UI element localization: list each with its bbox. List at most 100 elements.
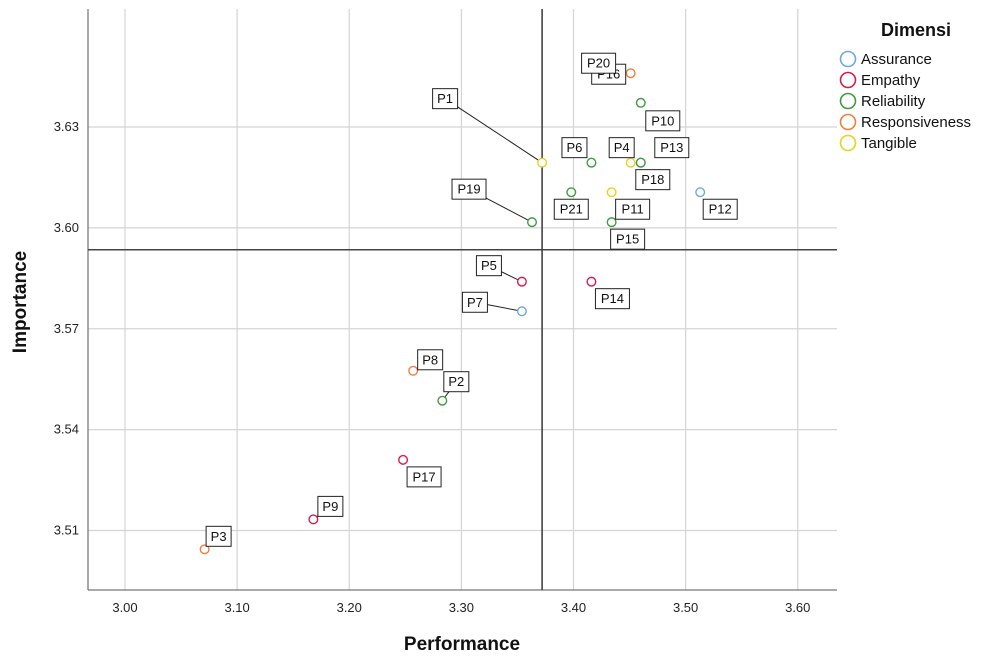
point-label: P11 xyxy=(615,198,651,220)
point-label: P12 xyxy=(702,198,738,220)
x-axis-title: Performance xyxy=(404,634,520,655)
point-label: P1 xyxy=(432,88,459,110)
point-label: P6 xyxy=(561,137,588,159)
label-leader-line xyxy=(485,197,533,223)
point-label-box xyxy=(451,178,487,200)
point-label-box xyxy=(635,169,671,191)
plot-frame xyxy=(87,9,837,591)
y-tick-label: 3.60 xyxy=(54,220,79,235)
point-label-text: P2 xyxy=(448,374,464,389)
point-label-box xyxy=(432,88,459,110)
data-point xyxy=(566,187,577,198)
point-label-text: P12 xyxy=(709,202,732,217)
point-label: P9 xyxy=(317,495,344,517)
y-axis-title: Importance xyxy=(10,251,31,353)
point-label: P13 xyxy=(654,137,690,159)
legend-label: Empathy xyxy=(861,72,921,89)
point-label-text: P21 xyxy=(560,202,583,217)
data-points xyxy=(199,68,706,555)
point-label-box xyxy=(581,52,617,74)
data-point xyxy=(625,157,636,168)
point-label-box xyxy=(475,255,502,277)
point-label: P18 xyxy=(635,169,671,191)
legend-item: Responsiveness xyxy=(839,113,971,131)
label-leader-line xyxy=(457,106,543,164)
x-tick-label: 3.20 xyxy=(337,600,362,615)
data-point xyxy=(606,217,617,228)
legend-marker xyxy=(839,134,857,152)
point-label-box xyxy=(702,198,738,220)
data-point xyxy=(586,157,597,168)
data-point xyxy=(635,157,646,168)
point-label-text: P10 xyxy=(651,113,674,128)
point-label-text: P4 xyxy=(614,140,630,155)
point-label-box xyxy=(553,198,589,220)
point-label-box xyxy=(645,110,681,132)
legend-marker xyxy=(839,71,857,89)
point-label: P8 xyxy=(417,349,444,371)
data-point xyxy=(516,306,527,317)
y-tick-label: 3.63 xyxy=(54,119,79,134)
x-tick-label: 3.10 xyxy=(224,600,249,615)
point-label: P20 xyxy=(581,52,617,74)
y-tick-label: 3.54 xyxy=(54,422,79,437)
data-point xyxy=(398,454,409,465)
point-label-text: P1 xyxy=(437,91,453,106)
point-label: P17 xyxy=(406,466,442,488)
data-point xyxy=(308,514,319,525)
data-point xyxy=(625,68,636,79)
point-label: P7 xyxy=(461,291,488,313)
point-label-box xyxy=(443,371,470,393)
legend-item: Tangible xyxy=(839,134,917,152)
legend-marker xyxy=(839,50,857,68)
label-leader-line xyxy=(487,304,523,312)
data-point xyxy=(408,365,419,376)
legend-title: Dimensi xyxy=(881,20,951,40)
point-label: P3 xyxy=(205,525,232,547)
x-tick-label: 3.60 xyxy=(785,600,810,615)
x-tick-label: 3.50 xyxy=(673,600,698,615)
point-label-text: P8 xyxy=(422,352,438,367)
point-label-box xyxy=(561,137,588,159)
point-label-box xyxy=(610,228,646,250)
x-tick-label: 3.30 xyxy=(449,600,474,615)
legend-item: Assurance xyxy=(839,50,932,68)
data-point xyxy=(199,544,210,555)
data-point xyxy=(527,217,538,228)
point-label: P14 xyxy=(594,288,630,310)
legend-item: Empathy xyxy=(839,71,921,89)
point-label-text: P11 xyxy=(622,202,644,217)
point-label-text: P7 xyxy=(467,295,483,310)
point-label-text: P18 xyxy=(641,172,664,187)
point-label-box xyxy=(205,525,232,547)
point-label-box xyxy=(461,291,488,313)
tick-labels: 3.00 3.10 3.20 3.30 3.40 3.50 3.60 3.51 3.54 3.57… xyxy=(54,119,811,615)
point-label-text: P5 xyxy=(481,258,497,273)
point-label-box xyxy=(654,137,690,159)
point-label-box xyxy=(406,466,442,488)
legend-item: Reliability xyxy=(839,92,926,110)
point-label: P2 xyxy=(443,371,470,393)
point-label: P5 xyxy=(475,255,502,277)
data-point xyxy=(437,395,448,406)
point-label-text: P20 xyxy=(587,56,610,71)
point-label-text: P6 xyxy=(566,140,582,155)
data-point xyxy=(695,187,706,198)
data-point xyxy=(606,187,617,198)
point-label: P19 xyxy=(451,178,487,200)
y-tick-label: 3.51 xyxy=(54,522,79,537)
point-label-box xyxy=(317,495,344,517)
legend-marker xyxy=(839,92,857,110)
data-point xyxy=(537,157,548,168)
point-label-box xyxy=(417,349,444,371)
data-point xyxy=(635,97,646,108)
point-label-box xyxy=(615,198,651,220)
point-label-text: P17 xyxy=(413,469,436,484)
data-point xyxy=(516,276,527,287)
point-label: P21 xyxy=(553,198,589,220)
point-label: P10 xyxy=(645,110,681,132)
point-label-text: P15 xyxy=(616,232,639,247)
label-leaders xyxy=(204,106,543,550)
